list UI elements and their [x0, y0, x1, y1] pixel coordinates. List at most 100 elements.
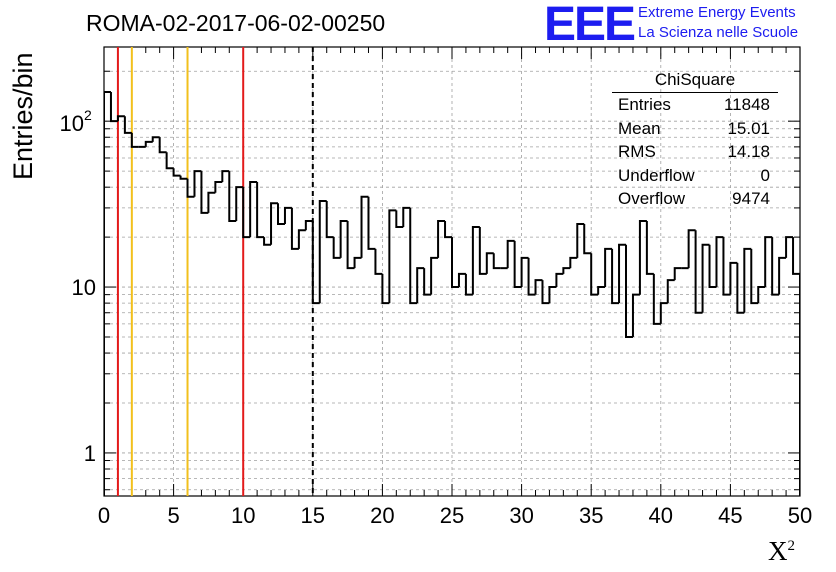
histogram-bin: [109, 91, 118, 123]
histogram-bin: [618, 243, 626, 304]
x-tick-label: 40: [649, 503, 673, 528]
histogram-bin: [179, 175, 188, 180]
histogram-bins: [104, 90, 800, 496]
stats-row-rms: RMS 14.18: [612, 140, 778, 164]
logo-line-2: La Scienza nelle Scuole: [638, 24, 799, 41]
histogram-bin: [353, 256, 362, 269]
histogram-bin: [464, 273, 473, 296]
histogram-bin: [290, 207, 299, 250]
x-tick-label: 45: [718, 503, 742, 528]
histogram-bin: [325, 201, 334, 239]
histogram-bin: [638, 220, 647, 295]
histogram-bin: [104, 90, 111, 496]
stats-row-overflow: Overflow 9474: [612, 187, 778, 211]
histogram-bin: [430, 256, 439, 295]
histogram-bin: [130, 132, 139, 148]
x-tick-label: 20: [370, 503, 394, 528]
histogram-bin: [451, 237, 459, 289]
stats-label: RMS: [618, 142, 656, 161]
histogram-bin: [722, 237, 731, 296]
histogram-bin: [207, 191, 216, 213]
histogram-bin: [666, 279, 675, 304]
histogram-bin: [764, 236, 773, 288]
histogram-bin: [590, 253, 599, 296]
histogram-bin: [715, 236, 724, 288]
y-tick-label: 10: [60, 111, 84, 136]
histogram-bin: [409, 207, 418, 305]
histogram-bin: [631, 293, 640, 337]
logo-line-1: Extreme Energy Events: [638, 4, 796, 21]
histogram-bin: [423, 268, 432, 296]
histogram-bin: [235, 186, 244, 222]
x-tick-label: 25: [440, 503, 464, 528]
x-tick-label: 50: [788, 503, 812, 528]
histogram-bin: [339, 220, 348, 258]
histogram-bin: [263, 237, 272, 246]
histogram-bin: [527, 257, 536, 296]
stats-value: 11848: [723, 95, 770, 114]
stats-row-entries: Entries 11848: [612, 93, 778, 117]
histogram-bin: [381, 273, 390, 305]
histogram-bin: [645, 221, 654, 275]
histogram-bin: [144, 140, 153, 147]
histogram-bin: [346, 221, 355, 270]
histogram-bin: [388, 209, 397, 304]
histogram-bin: [701, 243, 710, 313]
eee-logo: EEE: [544, 0, 636, 51]
histogram-bin: [165, 152, 174, 170]
histogram-bin: [318, 200, 327, 304]
histogram-bin: [221, 170, 230, 182]
histogram-bin: [270, 202, 278, 245]
histogram-bin: [471, 226, 480, 295]
y-axis-label: Entries/bin: [8, 52, 38, 180]
histogram-bin: [492, 253, 501, 270]
histogram-bin: [297, 229, 306, 249]
histogram-bin: [242, 187, 251, 239]
histogram-bin: [151, 136, 160, 142]
histogram-bin: [792, 237, 800, 275]
histogram-bin: [478, 227, 487, 275]
histogram-bin: [158, 137, 167, 154]
histogram-bin: [172, 168, 181, 177]
histogram-bin: [555, 272, 564, 288]
histogram-bin: [611, 248, 620, 305]
histogram-bin: [604, 247, 613, 288]
histogram-bin: [513, 240, 522, 289]
histogram-bin: [367, 196, 376, 250]
y-tick-label-exponent: 2: [84, 107, 92, 123]
x-axis-label: X2: [768, 536, 795, 567]
histogram-bin: [485, 252, 494, 274]
x-tick-label: 30: [509, 503, 533, 528]
histogram-bin: [687, 229, 696, 269]
histogram-bin: [249, 180, 258, 238]
grid-lines: [103, 47, 801, 496]
histogram-bin: [785, 236, 794, 258]
histogram-bin: [228, 171, 237, 223]
histogram-bin: [778, 256, 787, 295]
histogram-bin: [562, 267, 571, 274]
histogram-bin: [597, 286, 606, 295]
stats-label: Underflow: [618, 165, 695, 185]
histogram-bin: [520, 256, 529, 288]
histogram-bin: [673, 267, 682, 281]
chart-title: ROMA-02-2017-06-02-00250: [86, 10, 386, 36]
histogram-bin: [506, 239, 515, 269]
histogram-bin: [736, 262, 745, 314]
stats-title: ChiSquare: [612, 70, 778, 93]
histogram-bin: [395, 210, 404, 229]
histogram-bin: [311, 221, 320, 305]
histogram-bin: [659, 302, 668, 324]
stats-row-underflow: Underflow 0: [612, 164, 778, 188]
histogram-bin: [186, 178, 195, 198]
histogram-bin: [583, 223, 592, 255]
histogram-bin: [457, 272, 466, 288]
histogram-bin: [743, 247, 752, 313]
stats-label: Entries: [618, 95, 671, 114]
y-tick-label: 10: [72, 275, 96, 300]
histogram-bin: [576, 222, 585, 258]
y-tick-label: 1: [84, 441, 96, 466]
histogram-bin: [193, 170, 202, 197]
histogram-bin: [214, 180, 223, 193]
histogram-bin: [416, 267, 425, 304]
